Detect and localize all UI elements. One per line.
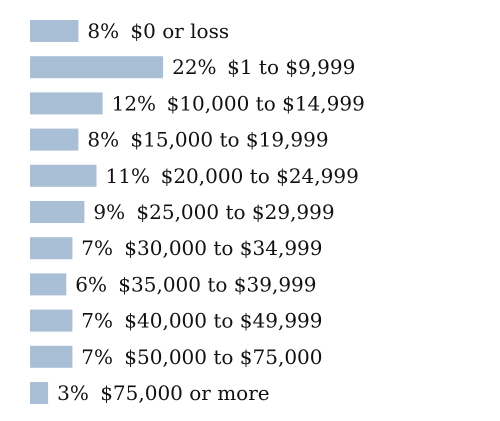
bar: [30, 273, 67, 296]
income-range-label: $15,000 to $19,999: [130, 128, 328, 152]
bar: [30, 92, 103, 115]
percent-label: 12%: [112, 91, 156, 115]
bar: [30, 382, 49, 404]
percent-label: 6%: [75, 272, 107, 296]
bar: [30, 56, 164, 79]
percent-label: 8%: [87, 19, 119, 43]
income-range-label: $40,000 to $49,999: [124, 309, 322, 333]
percent-label: 11%: [106, 164, 150, 188]
income-range-label: $35,000 to $39,999: [118, 272, 316, 296]
percent-label: 7%: [81, 309, 113, 333]
bar: [30, 20, 79, 42]
income-range-label: $25,000 to $29,999: [136, 200, 334, 224]
bar: [30, 201, 85, 223]
percent-label: 9%: [93, 200, 125, 224]
percent-label: 7%: [81, 236, 113, 260]
bar: [30, 345, 73, 368]
income-range-label: $1 to $9,999: [227, 55, 355, 79]
bar: [30, 128, 79, 151]
income-range-label: $50,000 to $75,000: [124, 345, 322, 369]
income-range-label: $75,000 or more: [100, 381, 269, 405]
bar: [30, 237, 73, 260]
percent-label: 3%: [57, 381, 89, 405]
income-range-label: $20,000 to $24,999: [161, 164, 359, 188]
percent-label: 22%: [172, 55, 216, 79]
income-range-label: $0 or loss: [130, 19, 229, 43]
income-range-label: $10,000 to $14,999: [167, 91, 365, 115]
income-range-label: $30,000 to $34,999: [124, 236, 322, 260]
bar: [30, 309, 73, 332]
percent-label: 7%: [81, 345, 113, 369]
percent-label: 8%: [87, 128, 119, 152]
bar: [30, 164, 97, 187]
